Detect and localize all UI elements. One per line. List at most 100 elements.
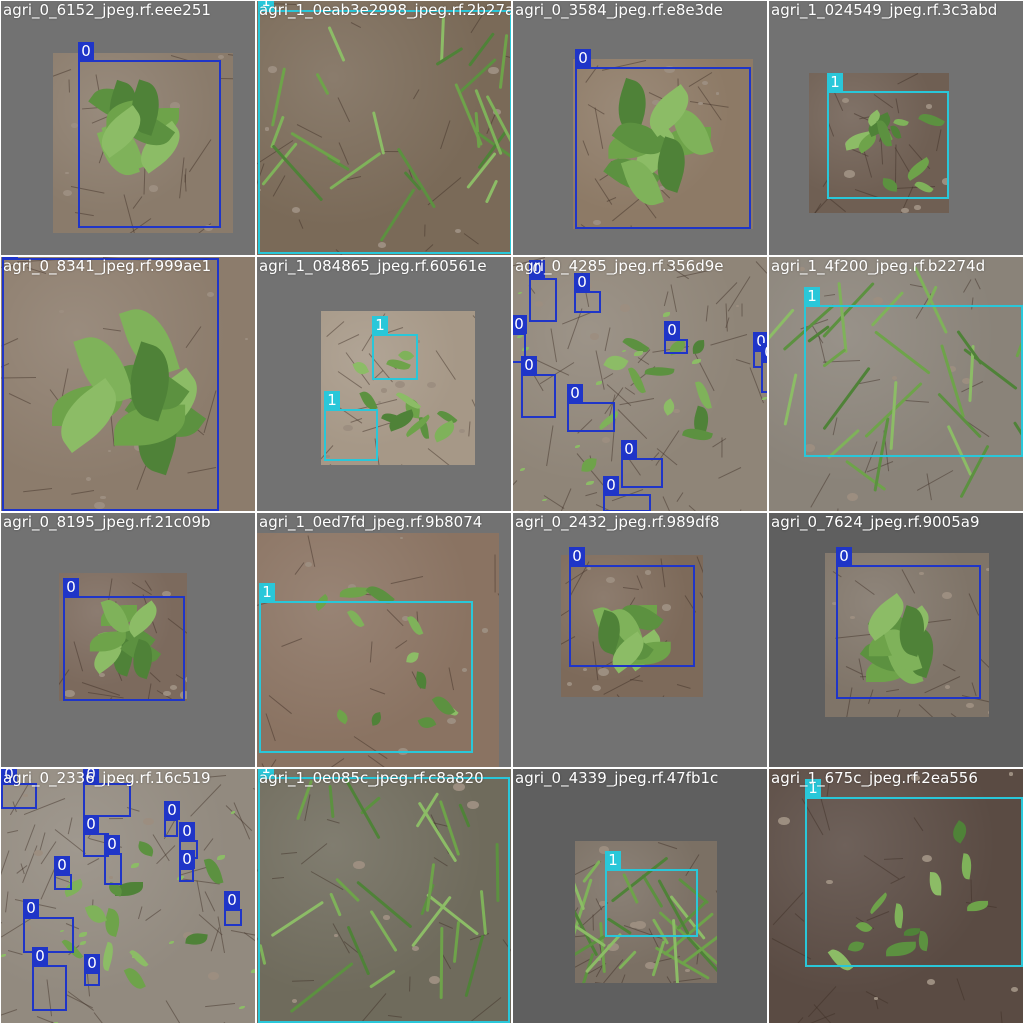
class-label: 1 — [324, 391, 340, 410]
class-label: 0 — [179, 850, 195, 869]
bounding-box: 1 — [324, 391, 378, 461]
bounding-box: 1 — [805, 779, 1023, 967]
bounding-box: 0 — [521, 356, 556, 418]
class-label: 1 — [827, 73, 843, 92]
class-label: 0 — [23, 899, 39, 918]
bounding-box: 0 — [1, 769, 37, 809]
bounding-box: 0 — [78, 42, 221, 228]
image-filename: agri_0_8341_jpeg.rf.999ae1 — [3, 257, 212, 275]
image-tile: 1 agri_1_0ed7fd_jpeg.rf.9b8074 — [257, 513, 511, 767]
class-label: 0 — [567, 384, 583, 403]
bounding-box: 1 — [605, 851, 698, 937]
class-label: 0 — [513, 315, 527, 334]
bounding-box: 0 — [567, 384, 615, 432]
bounding-box: 0 — [836, 547, 981, 699]
image-tile: 1 1 agri_1_084865_jpeg.rf.60561e — [257, 257, 511, 511]
bounding-box: 0 — [164, 801, 180, 837]
training-photo — [1, 769, 255, 1023]
training-photo — [257, 1, 511, 255]
class-label: 0 — [179, 822, 195, 841]
class-label: 0 — [521, 356, 537, 375]
bounding-box: 0 — [513, 315, 527, 363]
class-label: 0 — [54, 856, 70, 875]
class-label: 1 — [258, 769, 274, 778]
bounding-box: 1 — [804, 287, 1023, 457]
image-filename: agri_0_2336_jpeg.rf.16c519 — [3, 769, 211, 787]
training-photo — [575, 841, 717, 983]
class-label: 0 — [574, 273, 590, 292]
class-label: 0 — [664, 321, 680, 340]
image-filename: agri_1_0e085c_jpeg.rf.c8a820 — [259, 769, 484, 787]
image-tile: 1 agri_1_024549_jpeg.rf.3c3abd — [769, 1, 1023, 255]
bounding-box: 0 — [529, 260, 557, 322]
class-label: 0 — [83, 769, 99, 784]
bounding-box: 0 — [104, 835, 122, 885]
bounding-box: 0 — [574, 273, 601, 313]
image-tile: 1 agri_1_675c_jpeg.rf.2ea556 — [769, 769, 1023, 1023]
bounding-box: 1 — [258, 769, 510, 1023]
class-label: 0 — [603, 476, 619, 495]
image-tile: 0 agri_0_8195_jpeg.rf.21c09b — [1, 513, 255, 767]
class-label: 0 — [83, 815, 99, 834]
training-photo — [769, 769, 1023, 1023]
class-label: 0 — [32, 947, 48, 966]
image-tile: 1 agri_0_4339_jpeg.rf.47fb1c — [513, 769, 767, 1023]
training-photo — [809, 73, 949, 213]
class-label: 0 — [2, 257, 18, 259]
training-photo — [561, 555, 703, 697]
class-label: 0 — [575, 49, 591, 68]
class-label: 0 — [84, 954, 100, 973]
bounding-box: 1 — [827, 73, 949, 199]
class-label: 1 — [258, 1, 274, 11]
bounding-box: 0 — [83, 769, 131, 817]
class-label: 1 — [605, 851, 621, 870]
class-label: 0 — [63, 578, 79, 597]
class-label: 0 — [761, 343, 767, 362]
training-photo — [59, 573, 187, 701]
image-filename: agri_1_675c_jpeg.rf.2ea556 — [771, 769, 978, 787]
bounding-box: 0 — [84, 954, 100, 986]
image-filename: agri_0_4339_jpeg.rf.47fb1c — [515, 769, 719, 787]
image-filename: agri_1_0eab3e2998_jpeg.rf.2b27a — [259, 1, 511, 19]
class-label: 1 — [372, 316, 388, 335]
training-photo — [53, 53, 233, 233]
image-filename: agri_0_7624_jpeg.rf.9005a9 — [771, 513, 980, 531]
class-label: 0 — [104, 835, 120, 854]
class-label: 0 — [569, 547, 585, 566]
image-filename: agri_0_6152_jpeg.rf.eee251 — [3, 1, 211, 19]
bounding-box: 0 — [569, 547, 695, 667]
image-filename: agri_0_3584_jpeg.rf.e8e3de — [515, 1, 723, 19]
class-label: 0 — [836, 547, 852, 566]
image-tile: 0 agri_0_3584_jpeg.rf.e8e3de — [513, 1, 767, 255]
bounding-box: 0 — [2, 257, 219, 511]
training-photo — [257, 769, 511, 1023]
bounding-box: 1 — [372, 316, 418, 380]
bounding-box: 0 — [621, 440, 663, 488]
class-label: 0 — [621, 440, 637, 459]
bounding-box: 1 — [258, 1, 511, 254]
image-tile: 0 agri_0_7624_jpeg.rf.9005a9 — [769, 513, 1023, 767]
class-label: 0 — [1, 769, 17, 784]
image-tile: 0 0 0 0 0 0 0 0 0 0 0 0 agri_0_2336_jpeg.rf.16c519 — [1, 769, 255, 1023]
bounding-box: 0 — [54, 856, 72, 890]
image-filename: agri_0_8195_jpeg.rf.21c09b — [3, 513, 211, 531]
bounding-box: 0 — [664, 321, 688, 354]
image-filename: agri_0_2432_jpeg.rf.989df8 — [515, 513, 720, 531]
bounding-box: 0 — [63, 578, 185, 701]
bounding-box: 1 — [259, 583, 473, 753]
bounding-box: 0 — [179, 850, 195, 882]
training-photo — [1, 257, 255, 511]
class-label: 0 — [78, 42, 94, 61]
class-label: 1 — [805, 779, 821, 798]
training-photo — [321, 311, 475, 465]
bounding-box: 0 — [23, 899, 74, 953]
bounding-box: 0 — [575, 49, 751, 229]
image-tile: 0 agri_0_2432_jpeg.rf.989df8 — [513, 513, 767, 767]
training-photo — [573, 59, 753, 229]
image-tile: 1 agri_1_4f200_jpeg.rf.b2274d — [769, 257, 1023, 511]
image-filename: agri_1_024549_jpeg.rf.3c3abd — [771, 1, 998, 19]
image-filename: agri_1_4f200_jpeg.rf.b2274d — [771, 257, 986, 275]
